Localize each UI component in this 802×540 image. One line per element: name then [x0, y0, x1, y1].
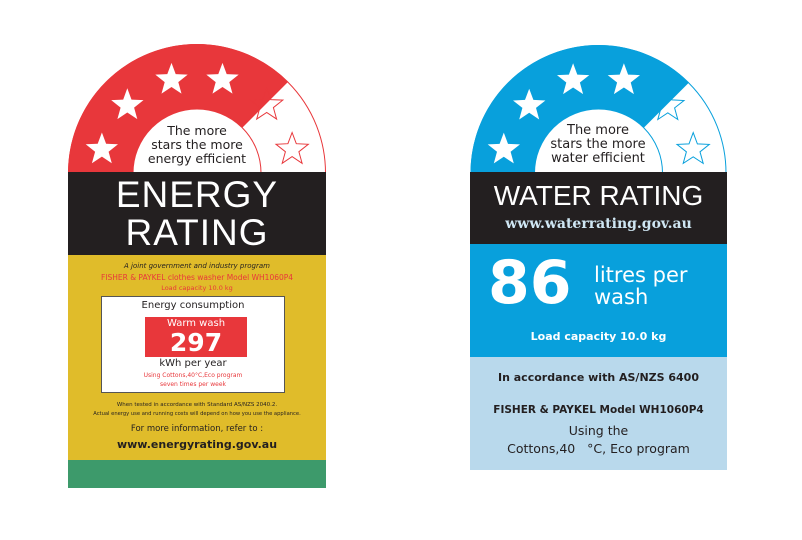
title-line: RATING: [125, 212, 269, 253]
dome-text-line: water efficient: [551, 151, 645, 166]
more-info-text: For more information, refer to :: [130, 424, 264, 434]
star-filled-icon: [513, 88, 546, 120]
dome-text-line: The more: [167, 123, 227, 138]
standard-text: In accordance with AS/NZS 6400: [498, 371, 699, 384]
energy-title: ENERGY RATING: [68, 176, 326, 252]
brand-text: FISHER & PAYKEL: [100, 273, 166, 282]
water-title-band: WATER RATING www.waterrating.gov.au: [470, 172, 727, 244]
program-line: Cottons,40 °C, Eco program: [507, 441, 690, 456]
energy-star-dome: [68, 43, 326, 173]
kwh-unit: kWh per year: [159, 358, 227, 369]
water-info-panel: In accordance with AS/NZS 6400 FISHER & …: [470, 357, 727, 470]
energy-website-link[interactable]: www.energyrating.gov.au: [116, 438, 278, 451]
water-website-link[interactable]: www.waterrating.gov.au: [505, 216, 692, 232]
dome-text-line: stars the more: [550, 137, 646, 152]
inner-arc: [534, 108, 663, 173]
product-text: clothes washer Model WH1060P4: [167, 273, 294, 282]
program-line: Using the: [568, 423, 629, 438]
dome-text-line: The more: [567, 123, 629, 138]
joint-program-text: A joint government and industry program: [124, 262, 270, 270]
title-line: ENERGY: [115, 174, 279, 215]
program-line: Using Cottons,40°C,Eco program: [143, 372, 243, 379]
load-capacity: Load capacity 10.0 kg: [161, 284, 233, 292]
energy-info-panel: A joint government and industry program …: [68, 255, 326, 460]
star-filled-icon: [155, 62, 188, 94]
energy-consumption-box: Energy consumption Warm wash 297 kWh per…: [101, 296, 285, 393]
unit-line: wash: [594, 285, 649, 309]
star-filled-icon: [85, 132, 118, 164]
star-filled-icon: [487, 132, 520, 164]
energy-title-band: ENERGY RATING: [68, 172, 326, 255]
water-title: WATER RATING: [493, 180, 704, 211]
star-filled-icon: [206, 62, 239, 94]
model-text: FISHER & PAYKEL Model WH1060P4: [493, 404, 704, 416]
inner-arc: [132, 108, 262, 173]
energy-dome-text: The more stars the more energy efficient: [132, 124, 262, 166]
dome-text-line: energy efficient: [147, 151, 247, 166]
program-line: seven times per week: [160, 381, 226, 388]
product-line: FISHER & PAYKEL clothes washer Model WH1…: [68, 273, 326, 282]
load-capacity: Load capacity 10.0 kg: [530, 330, 667, 343]
water-rating-label: The more stars the more water efficient …: [470, 40, 727, 472]
star-filled-icon: [111, 88, 144, 120]
water-consumption-panel: 86 litres per wash Load capacity 10.0 kg: [470, 244, 727, 357]
water-dome-text: The more stars the more water efficient: [533, 124, 663, 166]
star-half-icon: [249, 86, 285, 121]
star-filled-icon: [557, 63, 590, 95]
dome-text-line: stars the more: [151, 137, 243, 152]
wash-type: Warm wash: [166, 318, 226, 329]
water-star-dome: [470, 45, 727, 173]
litres-unit: litres per wash: [594, 264, 688, 308]
star-empty-icon: [274, 131, 310, 165]
star-filled-icon: [607, 63, 640, 95]
litres-value: 86: [488, 248, 572, 318]
kwh-panel: Warm wash 297: [145, 317, 247, 357]
kwh-value: 297: [169, 328, 223, 357]
unit-line: litres per: [594, 263, 688, 287]
star-empty-icon: [675, 131, 711, 165]
energy-rating-label: The more stars the more energy efficient…: [68, 40, 326, 490]
standard-note: When tested in accordance with Standard …: [116, 402, 278, 408]
consumption-heading: Energy consumption: [141, 300, 245, 311]
energy-footer-band: [68, 460, 326, 488]
usage-note: Actual energy use and running costs will…: [93, 411, 301, 417]
star-half-icon: [650, 87, 686, 121]
